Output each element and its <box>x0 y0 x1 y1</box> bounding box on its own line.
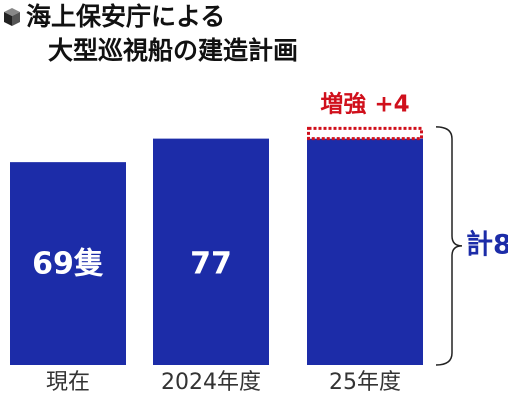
data-label: 77 <box>190 247 232 282</box>
x-tick-label: 25年度 <box>329 370 401 395</box>
increase-segment <box>307 126 423 141</box>
x-tick-label: 2024年度 <box>161 370 261 395</box>
bar <box>307 138 423 365</box>
bar <box>10 162 126 365</box>
total-bracket <box>435 126 463 366</box>
data-label: 増強 +4 <box>320 90 409 117</box>
total-label: 計81 <box>466 228 508 260</box>
chart-title: 海上保安庁による <box>26 2 225 31</box>
x-tick-label: 現在 <box>46 370 90 395</box>
chart-title: 大型巡視船の建造計画 <box>48 36 298 65</box>
title-icon <box>4 8 20 26</box>
bar <box>153 138 269 365</box>
data-label: 69隻 <box>32 247 104 282</box>
